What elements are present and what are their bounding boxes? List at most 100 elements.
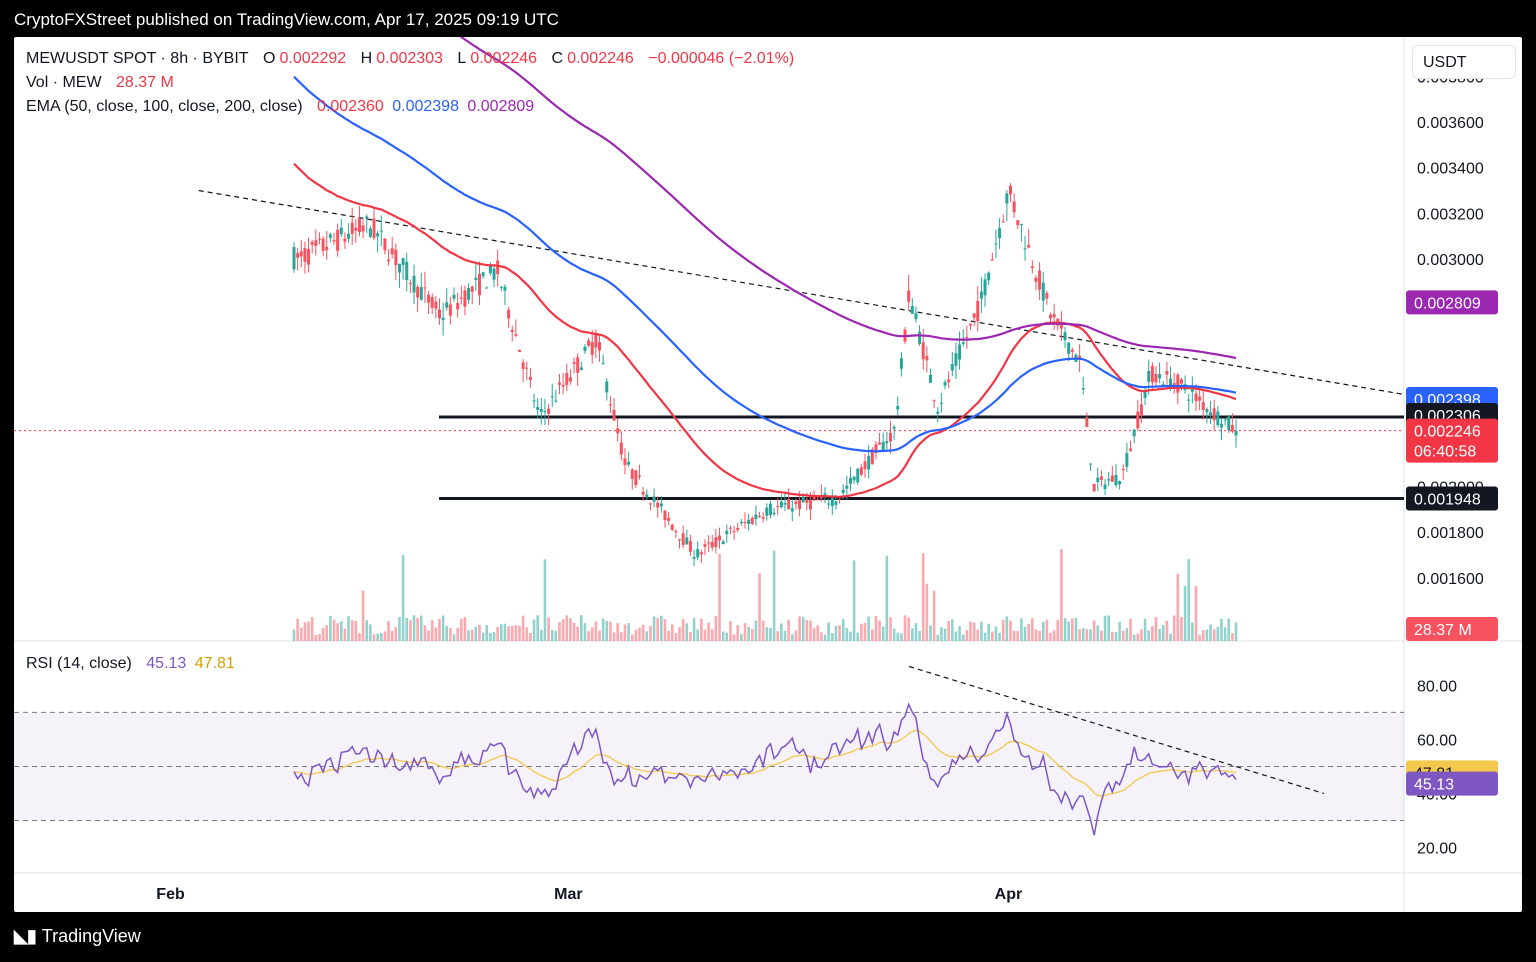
candle-body — [1187, 399, 1191, 401]
volume-bar — [892, 628, 896, 641]
volume-bar — [299, 627, 303, 641]
tradingview-footer[interactable]: ◣▮ TradingView — [14, 926, 141, 947]
candle-body — [976, 300, 980, 322]
volume-bar — [1165, 620, 1169, 641]
volume-value: 28.37 M — [116, 74, 174, 91]
volume-label[interactable]: Vol · MEW — [26, 74, 102, 91]
candle-body — [910, 305, 914, 314]
candle-body — [470, 286, 474, 292]
chart-frame[interactable]: 0.0038000.0036000.0034000.0032000.003000… — [14, 37, 1522, 912]
ema-label[interactable]: EMA (50, close, 100, close, 200, close) — [26, 98, 303, 115]
volume-bar — [790, 634, 794, 641]
candle-body — [492, 268, 496, 280]
ema-legend: EMA (50, close, 100, close, 200, close) … — [26, 98, 538, 116]
candle-body — [1092, 483, 1096, 492]
volume-bar — [670, 624, 674, 641]
candle-body — [765, 507, 769, 516]
candle-body — [550, 396, 554, 398]
candle-body — [721, 541, 725, 545]
volume-bar — [405, 617, 409, 641]
volume-bar — [929, 625, 932, 641]
volume-bar — [358, 633, 361, 641]
volume-bar — [1023, 626, 1027, 641]
volume-bar — [383, 631, 387, 641]
volume-bar — [1154, 617, 1158, 641]
volume-bar — [1140, 629, 1143, 641]
volume-bar — [1111, 631, 1114, 641]
candle-body — [896, 405, 900, 410]
candle-body — [638, 475, 642, 477]
candle-body — [372, 218, 376, 238]
symbol-name[interactable]: MEWUSDT SPOT · 8h · BYBIT — [26, 50, 249, 67]
candle-body — [437, 309, 441, 319]
volume-bar — [590, 627, 594, 641]
rsi-label[interactable]: RSI (14, close) — [26, 655, 132, 672]
rsi-ma-value: 47.81 — [194, 655, 235, 672]
candle-body — [1049, 314, 1053, 319]
candle-body — [347, 233, 351, 239]
candle-body — [899, 358, 903, 369]
candle-body — [710, 541, 714, 548]
candle-body — [692, 556, 696, 559]
volume-bar — [707, 622, 710, 641]
candle-body — [427, 294, 431, 303]
candle-body — [376, 233, 380, 237]
candle-body — [1089, 463, 1093, 465]
candle-body — [1216, 411, 1220, 425]
volume-bar — [347, 616, 350, 641]
volume-bar — [845, 628, 849, 641]
candle-body — [307, 249, 311, 265]
candle-body — [310, 241, 314, 245]
candle-body — [732, 531, 736, 533]
candle-body — [459, 297, 463, 299]
volume-bar — [325, 625, 329, 641]
volume-bar — [430, 620, 434, 641]
candle-body — [558, 382, 562, 385]
volume-bar — [605, 621, 609, 641]
candle-body — [808, 499, 812, 510]
candle-body — [517, 349, 521, 352]
volume-bar — [423, 625, 427, 641]
volume-bar — [452, 634, 456, 641]
currency-unit-button[interactable]: USDT — [1412, 45, 1516, 79]
candle-body — [678, 539, 682, 541]
volume-bar — [525, 627, 529, 641]
volume-bar — [703, 629, 707, 641]
volume-bar — [489, 632, 492, 641]
candle-body — [830, 497, 834, 507]
candle-body — [761, 517, 765, 519]
volume-bar — [1223, 627, 1227, 641]
volume-bar — [998, 632, 1001, 641]
volume-bar — [983, 632, 987, 641]
volume-bar — [620, 632, 623, 641]
volume-bar — [529, 632, 532, 641]
volume-bar — [729, 621, 732, 641]
candle-body — [1194, 393, 1198, 402]
price-tick-label: 0.001800 — [1417, 525, 1484, 542]
volume-bar — [1114, 632, 1118, 641]
volume-bar — [1056, 619, 1060, 641]
volume-bar — [1038, 630, 1041, 641]
volume-bar — [896, 632, 900, 641]
candle-body — [561, 384, 565, 387]
ema200-line — [459, 37, 1237, 360]
candle-body — [1096, 477, 1100, 483]
descending-trendline — [198, 189, 1405, 395]
volume-bar — [1121, 630, 1125, 641]
price-tick-label: 0.003200 — [1417, 206, 1484, 223]
candle-body — [1132, 429, 1136, 437]
candle-body — [990, 259, 994, 261]
high-label: H — [360, 50, 373, 67]
chart-canvas[interactable]: 0.0038000.0036000.0034000.0032000.003000… — [14, 37, 1522, 912]
volume-bar — [343, 628, 347, 641]
candle-body — [539, 409, 543, 412]
candle-body — [467, 288, 471, 300]
candle-body — [1045, 293, 1049, 299]
rsi-ma-line — [293, 729, 1237, 797]
volume-bar — [889, 617, 892, 641]
volume-bar — [721, 631, 725, 641]
candle-body — [921, 342, 925, 360]
candle-body — [801, 496, 805, 503]
volume-bar — [456, 627, 459, 641]
volume-bar — [547, 617, 550, 641]
